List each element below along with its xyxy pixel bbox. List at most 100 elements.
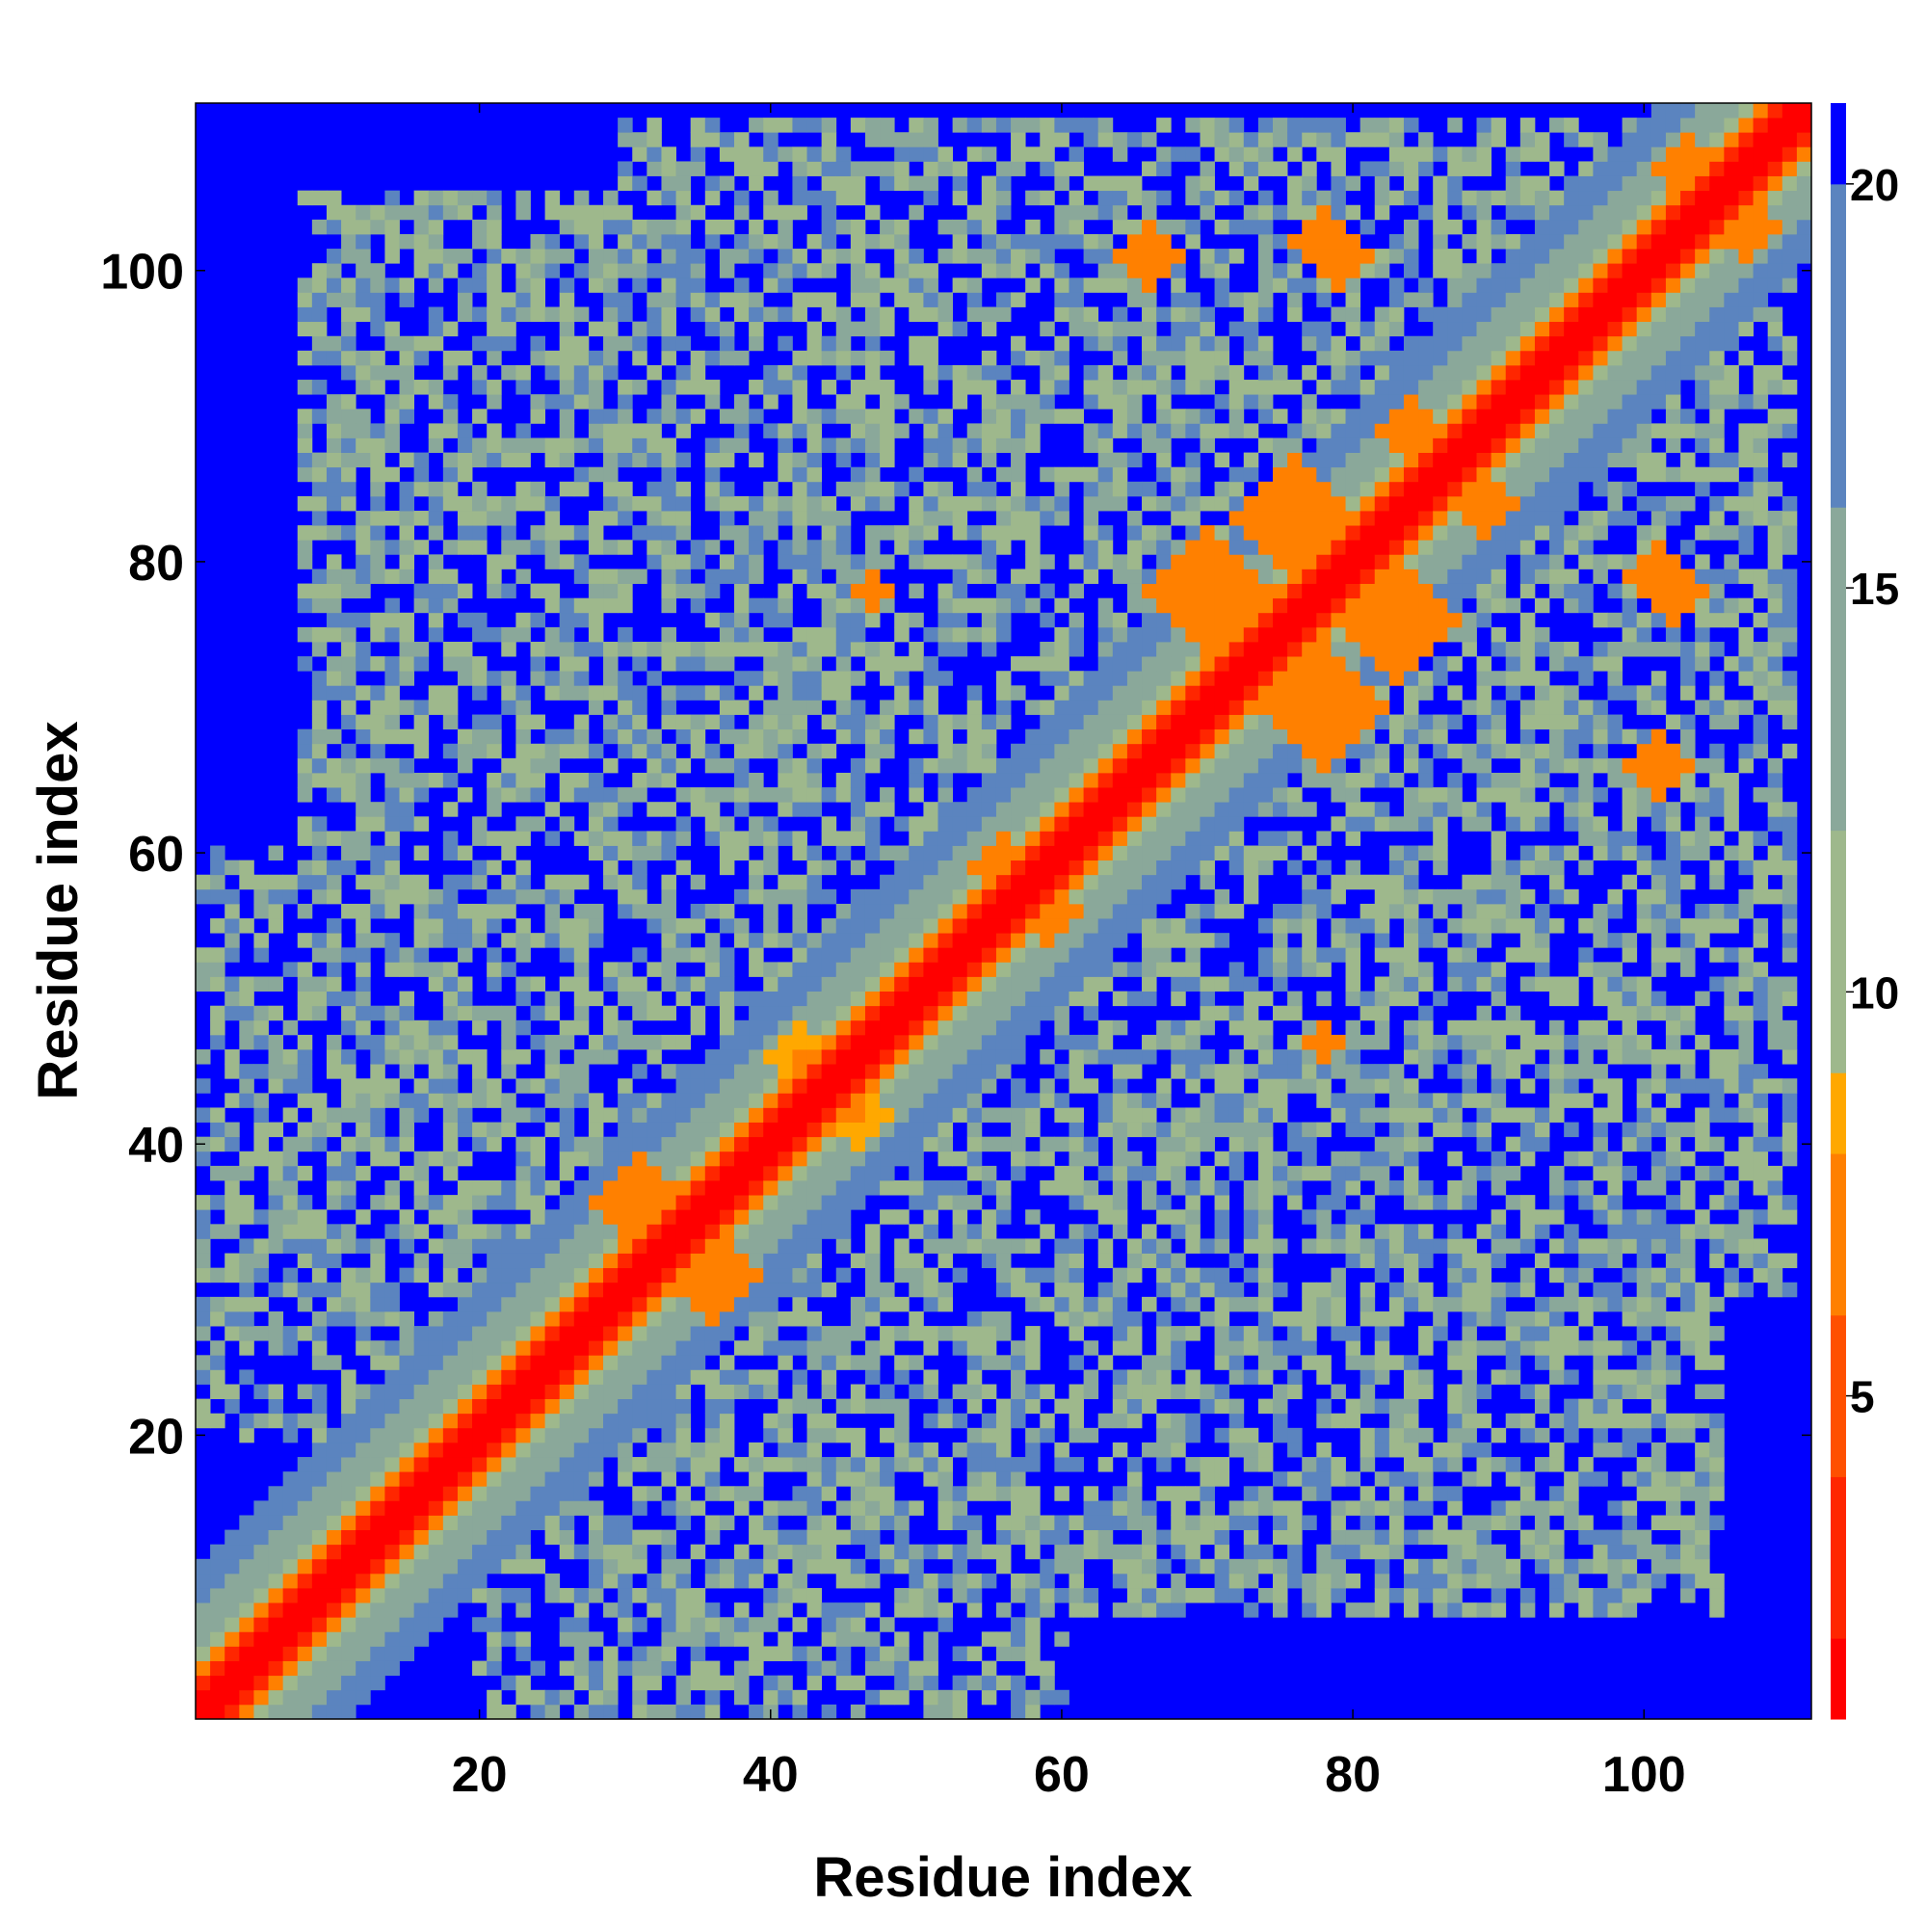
heatmap-cell <box>1126 1398 1143 1415</box>
heatmap-cell <box>530 1471 545 1487</box>
heatmap-cell <box>472 1544 488 1560</box>
heatmap-cell <box>457 1238 473 1254</box>
heatmap-cell <box>734 918 750 934</box>
heatmap-cell <box>632 350 647 366</box>
heatmap-cell <box>909 845 924 861</box>
heatmap-cell <box>428 700 444 715</box>
heatmap-cell <box>734 1224 750 1239</box>
heatmap-cell <box>937 1282 954 1298</box>
heatmap-cell <box>224 903 240 919</box>
heatmap-cell <box>356 1005 371 1021</box>
heatmap-cell <box>487 860 502 876</box>
heatmap-cell <box>632 132 647 147</box>
heatmap-cell <box>603 714 619 730</box>
heatmap-cell <box>632 728 647 745</box>
heatmap-cell <box>559 1326 575 1341</box>
heatmap-cell <box>749 525 764 541</box>
heatmap-cell <box>647 1034 662 1050</box>
heatmap-cell <box>1054 335 1069 352</box>
heatmap-cell <box>719 1019 735 1036</box>
heatmap-cell <box>1142 700 1157 715</box>
heatmap-cell <box>442 364 459 381</box>
heatmap-cell <box>1185 306 1201 323</box>
heatmap-cell <box>981 233 997 250</box>
heatmap-cell <box>370 1413 385 1429</box>
heatmap-cell <box>442 772 459 788</box>
heatmap-cell <box>472 1413 488 1429</box>
heatmap-cell <box>894 1515 910 1530</box>
heatmap-cell <box>515 1515 531 1530</box>
heatmap-cell <box>952 1442 968 1458</box>
heatmap-cell <box>1025 1500 1041 1516</box>
heatmap-cell <box>632 874 647 890</box>
heatmap-cell <box>1171 583 1186 599</box>
heatmap-cell <box>603 1340 619 1356</box>
heatmap-cell <box>1054 278 1069 293</box>
heatmap-cell <box>326 1049 342 1065</box>
heatmap-cell <box>442 452 459 468</box>
heatmap-cell <box>224 1529 240 1546</box>
heatmap-cell <box>356 816 371 832</box>
heatmap-cell <box>1171 1034 1186 1050</box>
heatmap-cell <box>661 380 676 395</box>
heatmap-cell <box>239 918 254 934</box>
heatmap-cell <box>253 1631 269 1647</box>
heatmap-cell <box>399 700 415 715</box>
heatmap-cell <box>1185 292 1201 307</box>
heatmap-cell <box>719 1427 735 1443</box>
heatmap-cell <box>1025 1515 1041 1530</box>
heatmap-cell <box>1011 481 1026 497</box>
heatmap-cell <box>1040 787 1055 803</box>
heatmap-cell <box>472 495 488 512</box>
heatmap-cell <box>675 1136 692 1152</box>
heatmap-cell <box>1025 1486 1041 1501</box>
heatmap-cell <box>457 947 473 963</box>
heatmap-cell <box>210 1558 225 1575</box>
heatmap-cell <box>530 757 545 774</box>
heatmap-cell <box>1097 845 1114 861</box>
heatmap-cell <box>909 1282 924 1298</box>
heatmap-cell <box>864 1573 881 1589</box>
heatmap-cell <box>573 1602 590 1618</box>
heatmap-cell <box>341 743 356 759</box>
heatmap-cell <box>792 903 807 919</box>
heatmap-cell <box>981 888 997 905</box>
heatmap-cell <box>1011 802 1026 817</box>
heatmap-cell <box>937 1005 954 1021</box>
heatmap-cell <box>457 933 473 948</box>
heatmap-cell <box>632 1544 647 1560</box>
heatmap-cell <box>937 1238 954 1254</box>
heatmap-cell <box>966 1369 983 1385</box>
heatmap-cell <box>923 1340 938 1356</box>
heatmap-cell <box>196 1107 211 1123</box>
heatmap-cell <box>384 772 400 788</box>
heatmap-cell <box>909 1093 924 1108</box>
heatmap-cell <box>835 831 852 846</box>
heatmap-cell <box>559 816 575 832</box>
heatmap-cell <box>326 1122 342 1138</box>
heatmap-cell <box>894 1180 910 1196</box>
heatmap-cell <box>909 1457 924 1472</box>
heatmap-cell <box>457 1573 473 1589</box>
heatmap-cell <box>603 802 619 817</box>
heatmap-cell <box>880 918 895 934</box>
heatmap-cell <box>370 1296 385 1312</box>
heatmap-cell <box>341 1515 356 1530</box>
heatmap-cell <box>413 1093 430 1108</box>
heatmap-cell <box>1054 816 1069 832</box>
heatmap-cell <box>1040 233 1055 250</box>
heatmap-cell <box>981 962 997 977</box>
heatmap-cell <box>210 1195 225 1210</box>
heatmap-cell <box>1142 860 1157 876</box>
heatmap-cell <box>675 816 692 832</box>
heatmap-cell <box>661 642 676 657</box>
heatmap-cell <box>618 1660 633 1677</box>
heatmap-cell <box>442 1078 459 1094</box>
heatmap-cell <box>356 656 371 672</box>
heatmap-cell <box>850 1515 866 1530</box>
heatmap-cell <box>588 278 604 293</box>
heatmap-cell <box>588 1253 604 1269</box>
heatmap-cell <box>384 1019 400 1036</box>
heatmap-cell <box>1069 612 1084 628</box>
heatmap-cell <box>966 1093 983 1108</box>
